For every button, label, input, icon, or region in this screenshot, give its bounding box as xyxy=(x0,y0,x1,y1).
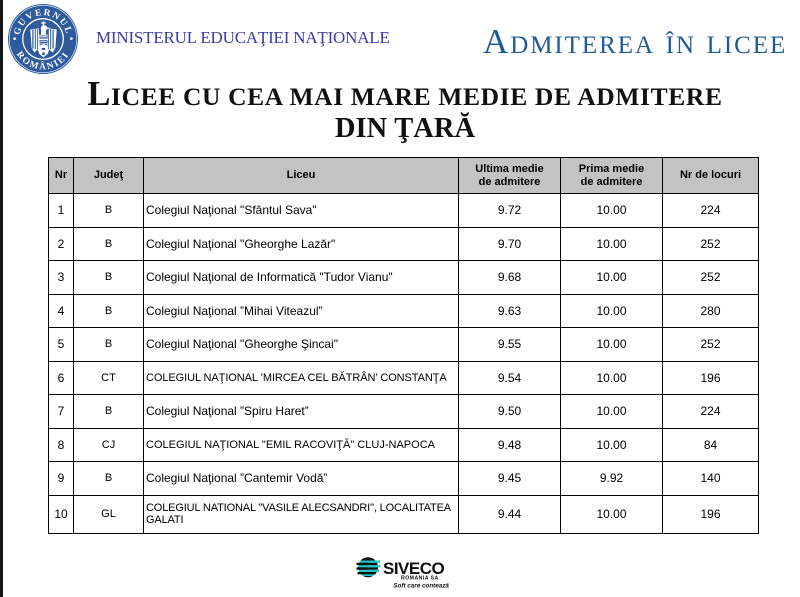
svg-text:SIVECO: SIVECO xyxy=(383,559,445,578)
svg-text:ROMANIA SA: ROMANIA SA xyxy=(401,575,439,581)
svg-text:Soft care contează: Soft care contează xyxy=(393,582,449,589)
